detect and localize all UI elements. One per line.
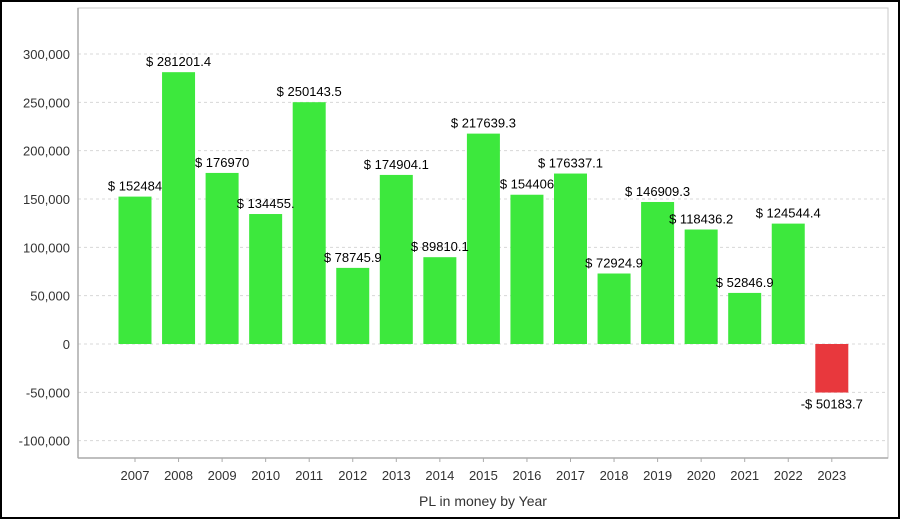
x-tick-label: 2023 xyxy=(817,468,846,483)
y-tick-label: 300,000 xyxy=(23,47,70,62)
bar-2021 xyxy=(728,292,762,344)
bar-2011 xyxy=(292,102,326,345)
y-tick-label: 150,000 xyxy=(23,192,70,207)
data-label-2018: $ 72924.9 xyxy=(585,256,643,271)
x-tick-label: 2018 xyxy=(600,468,629,483)
y-tick-label: 100,000 xyxy=(23,240,70,255)
x-tick-label: 2013 xyxy=(382,468,411,483)
data-label-2021: $ 52846.9 xyxy=(716,275,774,290)
x-tick-label: 2022 xyxy=(774,468,803,483)
x-tick-label: 2012 xyxy=(338,468,367,483)
bars xyxy=(118,72,849,393)
data-label-2013: $ 174904.1 xyxy=(364,157,429,172)
bar-2017 xyxy=(554,173,587,344)
data-label-2020: $ 118436.2 xyxy=(669,212,733,227)
data-label-2015: $ 217639.3 xyxy=(451,116,516,131)
data-label-2010: $ 134455. xyxy=(237,196,295,211)
x-tick-label: 2009 xyxy=(208,468,237,483)
x-axis-label: PL in money by Year xyxy=(419,493,547,509)
bar-2023 xyxy=(815,344,849,393)
data-label-2009: $ 176970 xyxy=(195,155,249,170)
data-label-2023: -$ 50183.7 xyxy=(801,397,863,412)
bar-2015 xyxy=(466,133,500,344)
x-tick-label: 2014 xyxy=(425,468,454,483)
x-tick-label: 2020 xyxy=(687,468,716,483)
data-label-2014: $ 89810.1 xyxy=(411,239,469,254)
bar-2008 xyxy=(162,72,196,344)
x-axis-ticks: 2007 2008 2009 2010 2011 2012 2013 2014 2015 2016… xyxy=(121,458,846,483)
bar-2018 xyxy=(597,273,631,344)
data-label-2022: $ 124544.4 xyxy=(756,206,821,221)
y-tick-label: -50,000 xyxy=(26,385,70,400)
data-label-2008: $ 281201.4 xyxy=(146,54,211,69)
data-label-2012: $ 78745.9 xyxy=(324,250,382,265)
y-tick-label: 200,000 xyxy=(23,144,70,159)
y-tick-label: -100,000 xyxy=(19,434,70,449)
y-tick-label: 50,000 xyxy=(30,289,70,304)
data-label-2007: $ 152484 xyxy=(108,179,162,194)
x-tick-label: 2007 xyxy=(121,468,150,483)
bar-2013 xyxy=(379,174,413,344)
x-tick-label: 2017 xyxy=(556,468,585,483)
bar-2022 xyxy=(771,223,805,344)
data-label-2011: $ 250143.5 xyxy=(277,84,342,99)
data-label-2016: $ 154406 xyxy=(500,177,554,192)
y-tick-label: 0 xyxy=(63,337,70,352)
bar-2014 xyxy=(423,257,457,344)
x-tick-label: 2011 xyxy=(295,468,323,483)
bar-2007 xyxy=(118,196,152,344)
bar-2019 xyxy=(641,201,675,344)
data-label-2019: $ 146909.3 xyxy=(625,184,690,199)
x-tick-label: 2015 xyxy=(469,468,498,483)
bar-2012 xyxy=(336,267,370,344)
y-axis-ticks: -100,000 -50,000 0 50,000 100,000 150,000 200,… xyxy=(19,47,70,449)
data-labels: $ 152484 $ 281201.4 $ 176970 $ 134455. $ 250… xyxy=(108,54,863,411)
x-tick-label: 2021 xyxy=(730,468,759,483)
y-tick-label: 250,000 xyxy=(23,95,70,110)
bar-2020 xyxy=(684,229,718,344)
x-tick-label: 2008 xyxy=(164,468,193,483)
bar-2009 xyxy=(205,172,239,344)
x-tick-label: 2019 xyxy=(643,468,672,483)
data-label-2017: $ 176337.1 xyxy=(538,156,603,171)
x-tick-label: 2010 xyxy=(251,468,280,483)
x-tick-label: 2016 xyxy=(512,468,541,483)
bar-2010 xyxy=(249,214,283,344)
bar-2016 xyxy=(510,194,544,344)
